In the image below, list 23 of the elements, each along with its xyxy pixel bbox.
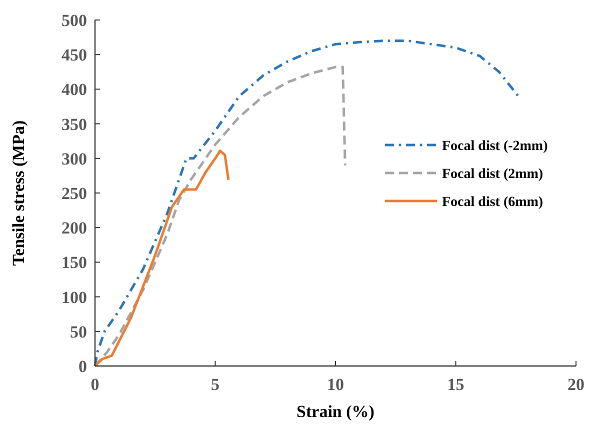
legend-label: Focal dist (2mm) bbox=[442, 167, 544, 182]
x-tick-label: 5 bbox=[211, 375, 220, 394]
x-tick-label: 10 bbox=[327, 375, 344, 394]
y-tick-label: 400 bbox=[62, 80, 87, 100]
x-axis-title: Strain (%) bbox=[296, 402, 374, 421]
y-tick-label: 0 bbox=[78, 357, 87, 376]
line-series bbox=[94, 66, 346, 368]
y-tick-label: 100 bbox=[62, 288, 87, 307]
legend-label: Focal dist (6mm) bbox=[442, 195, 544, 210]
y-tick-label: 250 bbox=[62, 184, 87, 203]
x-tick-label: 0 bbox=[90, 375, 100, 394]
x-tick-label: 15 bbox=[447, 375, 464, 394]
y-tick-label: 500 bbox=[62, 11, 87, 30]
y-tick-label: 50 bbox=[70, 322, 87, 342]
y-tick-label: 200 bbox=[62, 218, 87, 238]
x-tick-label: 20 bbox=[568, 375, 584, 394]
y-tick-label: 150 bbox=[62, 253, 87, 272]
y-tick-label: 450 bbox=[62, 46, 87, 65]
legend-label: Focal dist (-2mm) bbox=[442, 139, 548, 154]
y-axis-title: Tensile stress (MPa) bbox=[9, 120, 28, 266]
line-series bbox=[94, 150, 230, 368]
y-tick-label: 350 bbox=[62, 114, 87, 134]
y-tick-label: 300 bbox=[62, 149, 87, 168]
